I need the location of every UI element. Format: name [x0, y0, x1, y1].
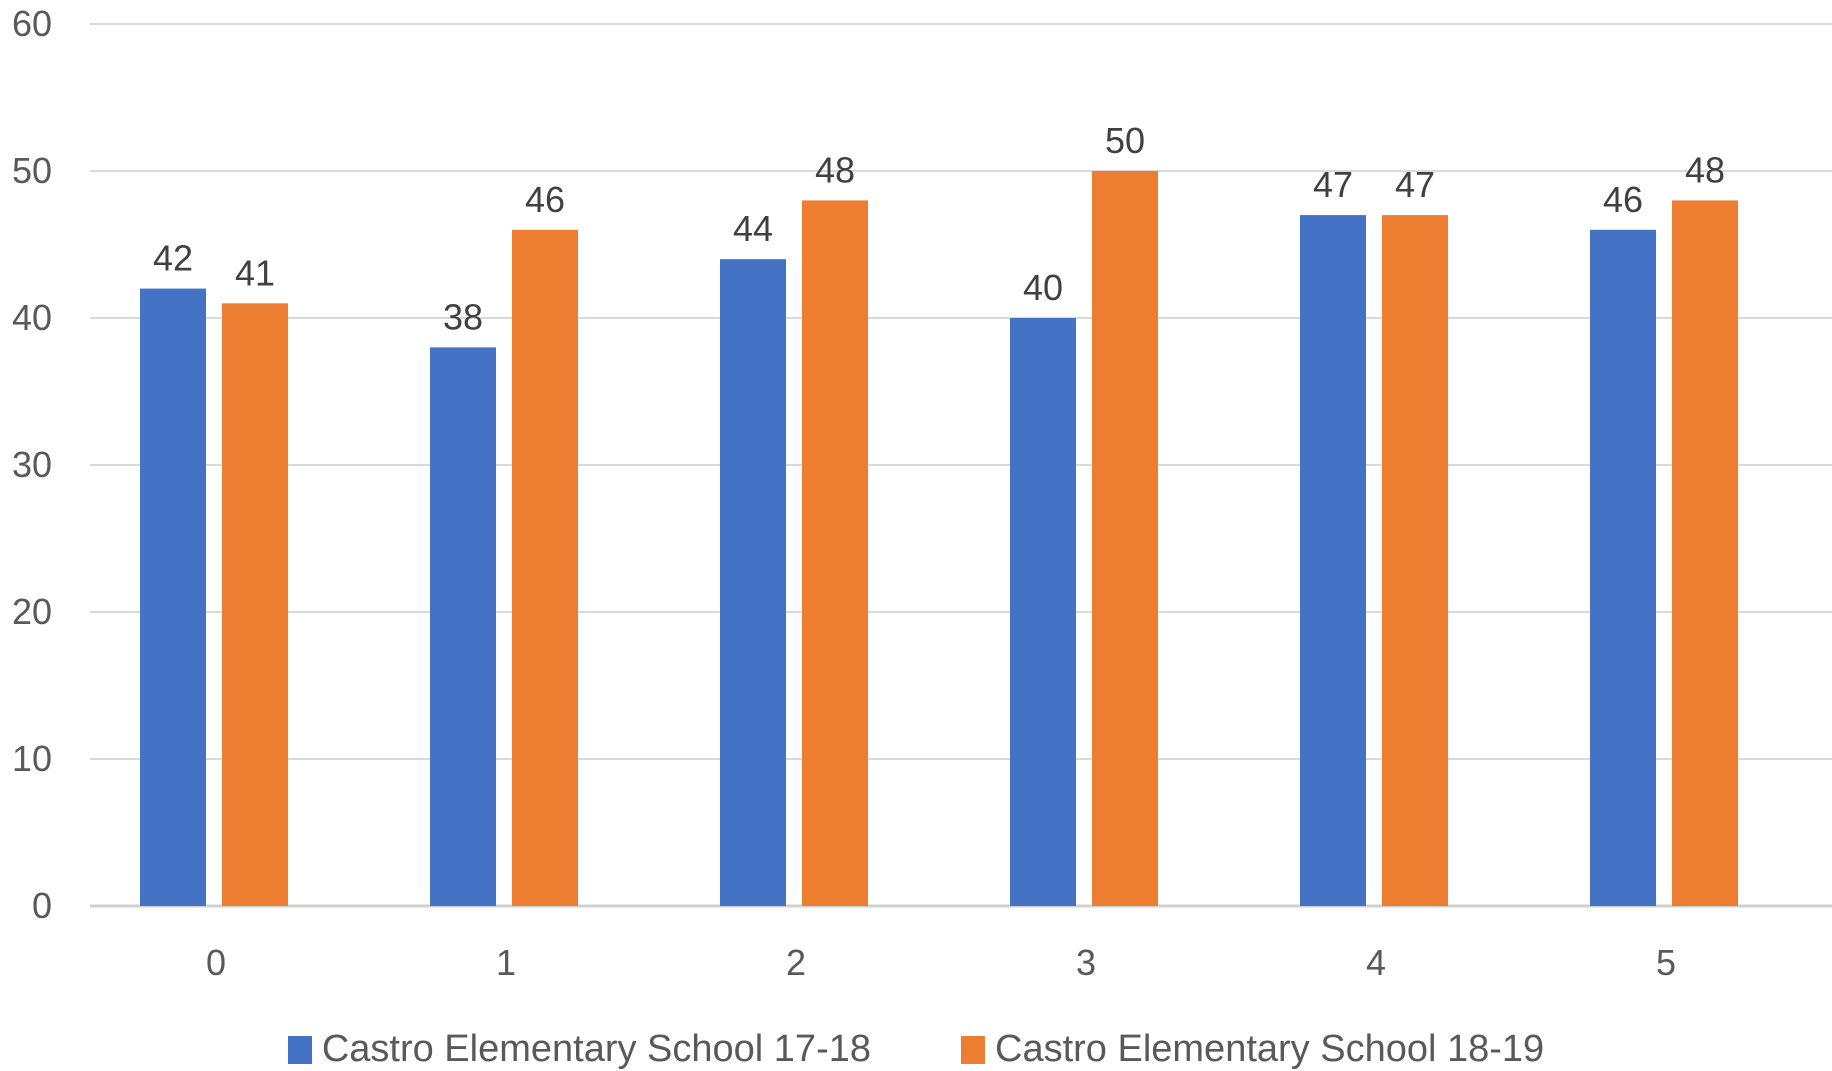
data-label-series-2-cat-4: 47: [1395, 164, 1435, 205]
bar-series-2-cat-3: [1092, 171, 1158, 906]
data-label-series-2-cat-3: 50: [1105, 120, 1145, 161]
data-label-series-1-cat-2: 44: [733, 208, 773, 249]
x-tick-label: 1: [496, 942, 516, 983]
bar-series-1-cat-0: [140, 288, 206, 907]
x-tick-label: 5: [1656, 942, 1676, 983]
legend-label-series-2: Castro Elementary School 18-19: [995, 1028, 1545, 1070]
y-axis-ticks: 0 10 20 30 40 50 60: [12, 3, 52, 926]
bar-series-1-cat-4: [1300, 215, 1366, 907]
y-tick-label: 10: [12, 738, 52, 779]
y-tick-label: 50: [12, 150, 52, 191]
bar-series-2-cat-2: [802, 200, 868, 906]
x-tick-label: 0: [206, 942, 226, 983]
bar-series-1-cat-2: [720, 259, 786, 906]
data-label-series-2-cat-0: 41: [235, 252, 275, 293]
data-label-series-1-cat-3: 40: [1023, 267, 1063, 308]
legend: Castro Elementary School 17-18 Castro El…: [0, 1028, 1832, 1071]
y-tick-label: 60: [12, 3, 52, 44]
legend-swatch-series-2: [961, 1035, 985, 1064]
data-label-series-1-cat-5: 46: [1603, 179, 1643, 220]
data-label-series-2-cat-5: 48: [1685, 149, 1725, 190]
bar-series-2-cat-0: [222, 303, 288, 906]
y-tick-label: 30: [12, 444, 52, 485]
bar-series-1-cat-5: [1590, 229, 1656, 907]
data-label-series-1-cat-1: 38: [443, 296, 483, 337]
bar-series-1-cat-3: [1010, 318, 1076, 906]
data-label-series-2-cat-1: 46: [525, 179, 565, 220]
data-label-series-1-cat-4: 47: [1313, 164, 1353, 205]
gridlines: [90, 23, 1832, 908]
legend-item-series-2: Castro Elementary School 18-19: [961, 1028, 1544, 1071]
y-tick-label: 0: [32, 885, 52, 926]
legend-label-series-1: Castro Elementary School 17-18: [321, 1028, 871, 1070]
bar-series-1-cat-1: [430, 347, 496, 906]
legend-swatch-series-1: [287, 1035, 312, 1064]
legend-item-series-1: Castro Elementary School 17-18: [287, 1028, 871, 1071]
data-labels: 42 41 38 46 44 48 40 50 47 47 46 48: [153, 120, 1725, 337]
x-tick-label: 3: [1076, 942, 1096, 983]
bar-series-2-cat-5: [1672, 200, 1738, 906]
x-axis-ticks: 0 1 2 3 4 5: [206, 942, 1676, 983]
bar-series-2-cat-4: [1382, 215, 1448, 907]
y-tick-label: 40: [12, 297, 52, 338]
data-label-series-1-cat-0: 42: [153, 238, 193, 279]
x-tick-label: 4: [1366, 942, 1386, 983]
x-tick-label: 2: [786, 942, 806, 983]
bar-series-2-cat-1: [512, 229, 578, 907]
bars: [140, 171, 1738, 907]
y-tick-label: 20: [12, 591, 52, 632]
data-label-series-2-cat-2: 48: [815, 149, 855, 190]
